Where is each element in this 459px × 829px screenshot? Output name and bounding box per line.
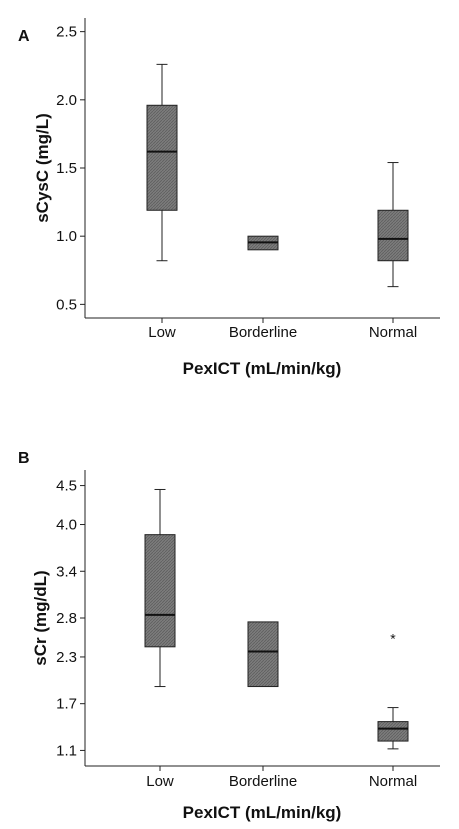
panel-a-ytick-label: 1.0 bbox=[56, 228, 77, 245]
panel-b-ytick-label: 1.1 bbox=[56, 742, 77, 759]
panel-b-box bbox=[144, 534, 176, 648]
panel-a-category-label: Normal bbox=[369, 324, 417, 341]
panel-b-category-label: Low bbox=[146, 773, 174, 790]
panel-b-ylabel: sCr (mg/dL) bbox=[31, 570, 50, 665]
panel-b-box bbox=[247, 621, 279, 688]
panel-a-letter: A bbox=[18, 28, 30, 45]
panel-a-ytick-label: 0.5 bbox=[56, 296, 77, 313]
panel-a-box bbox=[377, 209, 409, 262]
panel-b-ytick-label: 1.7 bbox=[56, 696, 77, 713]
panel-a-ylabel: sCysC (mg/L) bbox=[33, 113, 52, 223]
panel-a: A sCysC (mg/L) PexICT (mL/min/kg) 0.5 1.0… bbox=[18, 18, 440, 378]
panel-b-box bbox=[377, 721, 409, 742]
panel-b-outlier-marker: * bbox=[390, 631, 396, 647]
panel-b-ytick-label: 4.0 bbox=[56, 517, 77, 534]
panel-b-xlabel: PexICT (mL/min/kg) bbox=[183, 803, 342, 822]
panel-a-ytick-label: 1.5 bbox=[56, 160, 77, 177]
panel-b-ytick-label: 2.8 bbox=[56, 610, 77, 627]
panel-a-category-label: Low bbox=[148, 324, 176, 341]
panel-b-letter: B bbox=[18, 450, 30, 467]
panel-b-category-label: Borderline bbox=[229, 773, 297, 790]
panel-b-ytick-label: 4.5 bbox=[56, 478, 77, 495]
panel-a-category-label: Borderline bbox=[229, 324, 297, 341]
panel-b: B sCr (mg/dL) PexICT (mL/min/kg) 1.1 1.7 2… bbox=[18, 450, 440, 822]
panel-b-ytick-label: 3.4 bbox=[56, 563, 77, 580]
panel-a-ytick-label: 2.0 bbox=[56, 92, 77, 109]
panel-a-box bbox=[146, 104, 178, 211]
panel-b-ytick-label: 2.3 bbox=[56, 649, 77, 666]
panel-a-ytick-label: 2.5 bbox=[56, 24, 77, 41]
panel-b-category-label: Normal bbox=[369, 773, 417, 790]
panel-a-xlabel: PexICT (mL/min/kg) bbox=[183, 359, 342, 378]
